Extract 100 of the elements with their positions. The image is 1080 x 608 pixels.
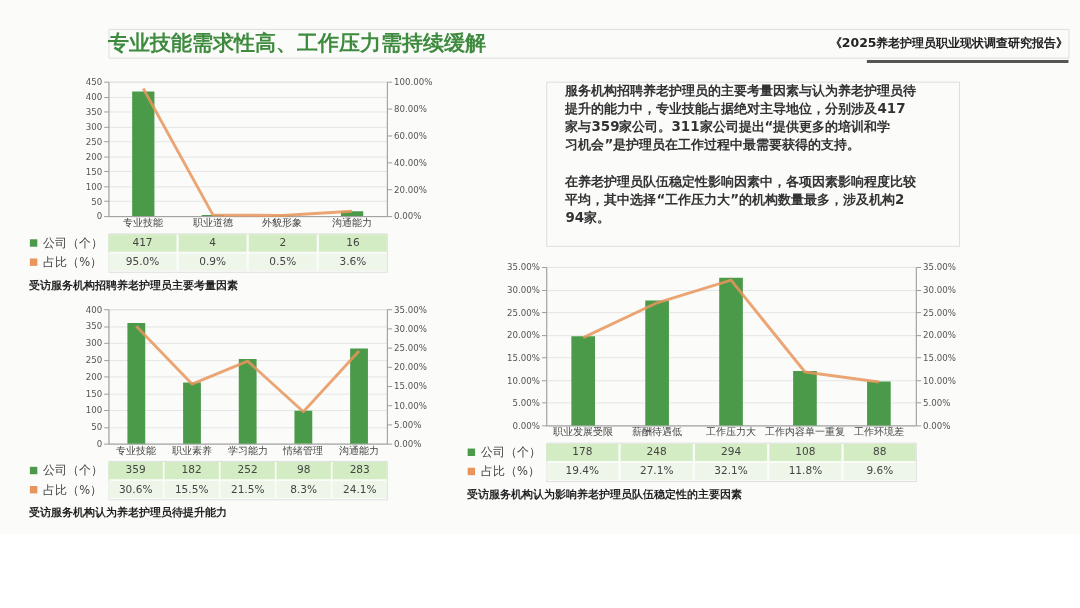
data-label: 16 — [346, 235, 360, 248]
y-tick-label: 400 — [85, 304, 103, 315]
y-tick-label: 200 — [85, 151, 103, 162]
y2-tick-label: 80.00% — [394, 103, 427, 114]
data-label: 3.6% — [339, 255, 367, 268]
data-label: 2 — [279, 235, 287, 248]
x-tick-label: 职业发展受限 — [553, 426, 614, 438]
y-tick-label: 150 — [85, 166, 103, 177]
x-tick-label: 职业道德 — [192, 217, 233, 229]
x-tick-label: 薪酬待遇低 — [632, 426, 683, 438]
y2-tick-label: 0.00% — [394, 439, 422, 449]
y2-tick-label: 35.00% — [394, 304, 427, 315]
text: 受访服务机构招聘养老护理员主要考量因素 — [28, 278, 239, 291]
y2-tick-label: 25.00% — [394, 343, 427, 353]
y-tick-label: 150 — [85, 388, 103, 399]
y-tick-label: 400 — [85, 92, 103, 103]
x-tick-label: 职业素养 — [172, 444, 212, 456]
y-tick-label: 100 — [85, 405, 103, 416]
text: 《2025养老护理员职业现状调查研究报告》 — [829, 35, 1069, 51]
y-tick-label: 450 — [85, 77, 103, 88]
data-label: 24.1% — [342, 482, 377, 495]
data-label: 95.0% — [125, 255, 160, 268]
data-label: 0.5% — [269, 255, 297, 268]
data-label: 0.9% — [199, 255, 227, 268]
y2-tick-label: 30.00% — [923, 284, 956, 295]
y2-tick-label: 0.00% — [923, 420, 951, 431]
y2-tick-label: 10.00% — [923, 375, 956, 386]
x-tick-label: 学习能力 — [227, 444, 268, 456]
y-tick-label: 350 — [85, 321, 103, 332]
y-tick-label: 100 — [85, 181, 103, 192]
data-label: 11.8% — [788, 464, 823, 477]
y2-tick-label: 5.00% — [394, 419, 422, 430]
y-tick-label: 0 — [96, 439, 103, 449]
text: 服务机构招聘养老护理员的主要考量因素与认为养老护理员待提升的能力中，专业技能占据绝对主导地位，分别涉及417家与359家公司。311家公司提出“提供更多的培训和学习机会”是护理员在工作过程中最需要获得的支持。 — [564, 82, 917, 153]
y2-tick-label: 20.00% — [923, 330, 956, 341]
y2-tick-label: 60.00% — [394, 130, 427, 141]
data-label: 182 — [181, 463, 202, 476]
data-label: 417 — [132, 235, 153, 248]
x-tick-label: 工作环境差 — [853, 426, 904, 438]
legend-label: 占比（%） — [43, 255, 103, 270]
y-tick-label: 300 — [85, 338, 103, 349]
data-label: 252 — [237, 463, 258, 476]
x-tick-label: 情绪管理 — [282, 444, 324, 456]
x-tick-label: 专业技能 — [123, 217, 164, 229]
data-label: 283 — [349, 463, 370, 476]
x-tick-label: 工作内容单一重复 — [764, 426, 845, 438]
legend-label: 公司（个） — [43, 235, 104, 250]
legend-label: 公司（个） — [480, 445, 541, 460]
y2-tick-label: 10.00% — [394, 400, 427, 411]
text: 178 — [572, 445, 593, 458]
text: 受访服务机构认为影响养老护理员队伍稳定性的主要因素 — [466, 487, 743, 501]
y-tick-label: 0 — [96, 211, 103, 222]
y-tick-label: 250 — [85, 136, 103, 147]
data-label: 8.3% — [290, 482, 318, 495]
x-tick-label: 沟通能力 — [332, 217, 373, 229]
text: 108 — [795, 445, 816, 458]
data-label: 4 — [209, 235, 217, 248]
y2-tick-label: 20.00% — [394, 184, 427, 195]
x-tick-label: 沟通能力 — [339, 444, 380, 456]
data-label: 30.6% — [118, 482, 153, 495]
y-tick-label: 50 — [91, 196, 103, 207]
y2-tick-label: 0.00% — [394, 211, 422, 222]
legend-label: 占比（%） — [480, 464, 540, 479]
legend-label: 公司（个） — [43, 463, 104, 478]
y2-tick-label: 25.00% — [923, 307, 956, 318]
y-tick-label: 5.00% — [512, 398, 540, 409]
y-tick-label: 350 — [85, 106, 103, 117]
data-label: 19.4% — [565, 464, 600, 477]
data-label: 9.6% — [866, 464, 894, 477]
data-label: 98 — [296, 463, 311, 476]
text: 294 — [720, 445, 742, 458]
y2-tick-label: 30.00% — [394, 323, 427, 334]
y2-tick-label: 35.00% — [923, 262, 956, 273]
text: 专业技能需求性高、工作压力需持续缓解 — [107, 30, 487, 56]
y-tick-label: 10.00% — [507, 375, 540, 386]
text: 在养老护理员队伍稳定性影响因素中，各项因素影响程度比较平均，其中选择“工作压力大”的机构数量最多，涉及机构294家。 — [564, 173, 918, 226]
y-tick-label: 200 — [85, 371, 103, 382]
text: 88 — [873, 445, 887, 458]
x-tick-label: 外貌形象 — [262, 217, 303, 229]
y-tick-label: 250 — [85, 355, 103, 365]
y-tick-label: 0.00% — [512, 420, 540, 431]
data-label: 27.1% — [639, 464, 674, 477]
y-tick-label: 50 — [91, 422, 103, 433]
text: 248 — [646, 445, 667, 458]
y-tick-label: 35.00% — [507, 262, 540, 273]
y2-tick-label: 5.00% — [923, 398, 951, 409]
data-label: 15.5% — [174, 482, 209, 495]
data-label: 32.1% — [714, 464, 748, 477]
y2-tick-label: 100.00% — [394, 77, 433, 88]
y2-tick-label: 15.00% — [394, 381, 427, 392]
y-tick-label: 15.00% — [507, 352, 540, 363]
text: 受访服务机构认为养老护理员待提升能力 — [28, 506, 228, 520]
x-tick-label: 工作压力大 — [706, 426, 757, 438]
y2-tick-label: 40.00% — [394, 157, 427, 168]
data-label: 359 — [125, 463, 146, 476]
x-tick-label: 专业技能 — [116, 444, 157, 456]
y-tick-label: 300 — [85, 121, 103, 132]
y-tick-label: 30.00% — [507, 284, 540, 295]
data-label: 21.5% — [230, 482, 265, 495]
legend-label: 占比（%） — [43, 482, 103, 497]
